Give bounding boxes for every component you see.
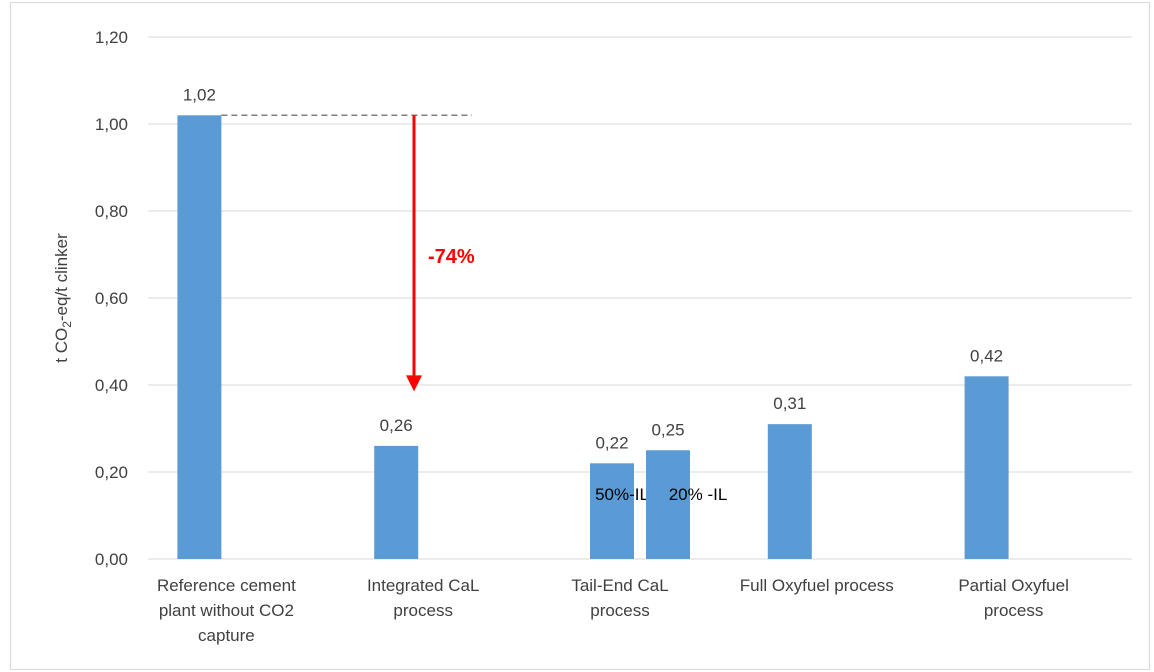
bar (177, 115, 222, 560)
reduction-percent-label: -74% (428, 246, 475, 268)
bar (590, 463, 634, 559)
y-tick-label: 0,60 (95, 289, 128, 308)
y-tick-label: 0,00 (95, 550, 128, 569)
x-category-label: process (984, 601, 1044, 620)
bar-sub-label: 20% -IL (669, 485, 728, 504)
data-label: 0,42 (970, 346, 1003, 365)
x-category-label: Tail-End CaL (571, 576, 668, 595)
reduction-arrow-head (406, 375, 422, 392)
y-tick-label: 0,20 (95, 463, 128, 482)
y-tick-label: 1,20 (95, 28, 128, 47)
bar-sub-label: 50%-IL (595, 485, 649, 504)
x-category-label: plant without CO2 (159, 601, 294, 620)
x-category-label: Partial Oxyfuel (958, 576, 1069, 595)
x-category-label: Full Oxyfuel process (740, 576, 894, 595)
x-category-label: process (393, 601, 453, 620)
x-category-label: capture (198, 626, 255, 645)
data-label: 0,25 (651, 420, 684, 439)
bar (374, 445, 419, 559)
data-label: 0,31 (773, 394, 806, 413)
x-category-label: Reference cement (157, 576, 296, 595)
data-label: 1,02 (183, 85, 216, 104)
y-axis-label: t CO2-eq/t clinker (52, 233, 74, 363)
y-tick-label: 0,80 (95, 202, 128, 221)
bar (767, 424, 812, 559)
y-tick-label: 0,40 (95, 376, 128, 395)
bar (964, 376, 1009, 559)
data-label: 0,26 (380, 416, 413, 435)
bar (646, 450, 690, 559)
y-tick-label: 1,00 (95, 115, 128, 134)
data-label: 0,22 (595, 433, 628, 452)
x-category-label: process (590, 601, 650, 620)
x-category-label: Integrated CaL (367, 576, 479, 595)
